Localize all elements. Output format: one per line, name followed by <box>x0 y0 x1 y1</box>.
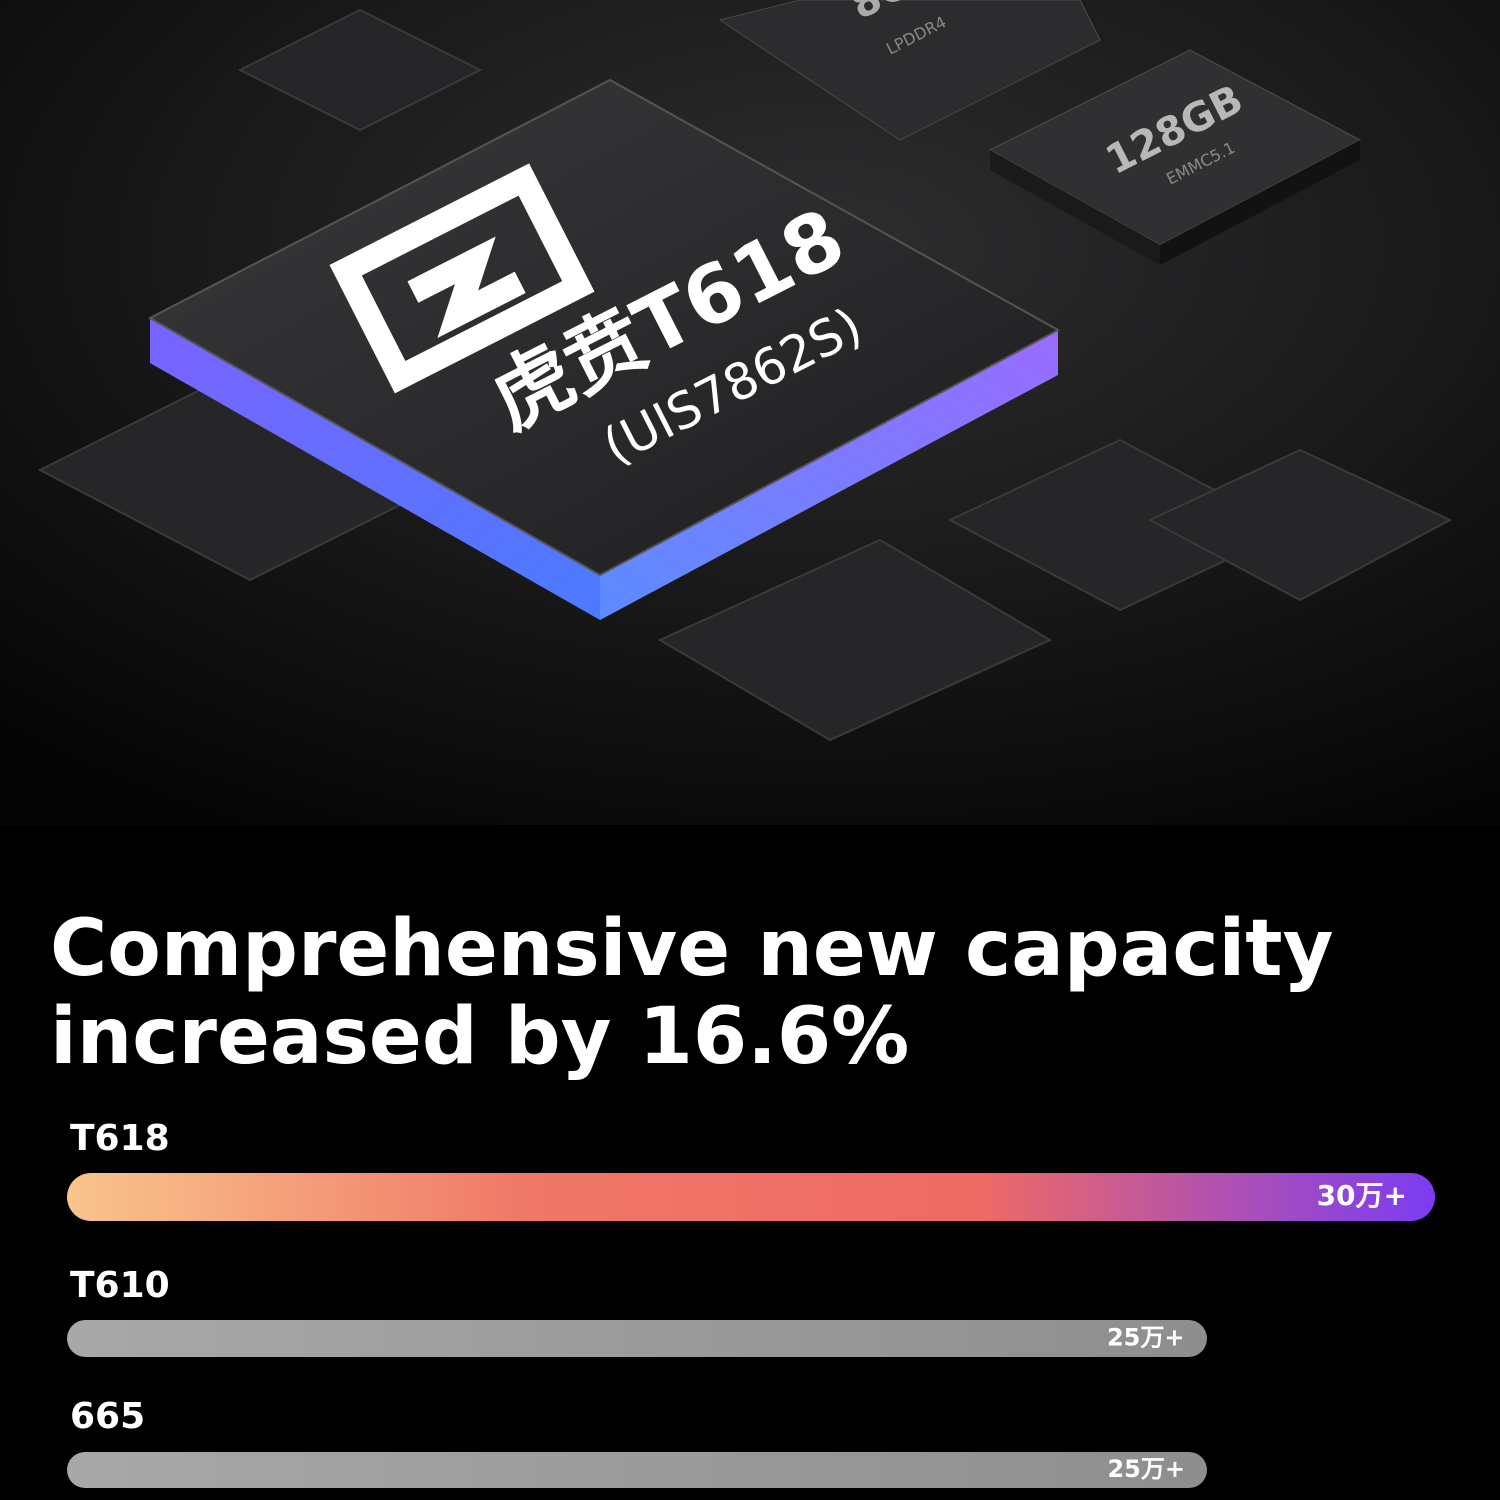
bar <box>67 1452 1207 1488</box>
value-label: 30万+ <box>1317 1179 1407 1212</box>
value-label: 25万+ <box>1107 1455 1185 1483</box>
storage-chip: 128GB EMMC5.1 <box>988 49 1362 265</box>
chart: T618 30万+ T610 25万+ 665 25万+ <box>67 1118 1435 1488</box>
category-label: T610 <box>70 1265 170 1306</box>
category-label: T618 <box>70 1118 170 1159</box>
bar <box>67 1173 1435 1221</box>
ram-chip: 8G LPDDR4 <box>718 0 1101 141</box>
value-label: 25万+ <box>1107 1324 1185 1352</box>
chart-title: Comprehensive new capacity increased by … <box>50 904 1334 1082</box>
category-label: 665 <box>70 1396 145 1437</box>
main-chip: 虎贲T618 (UIS7862S) <box>147 78 1061 620</box>
bar <box>67 1320 1207 1357</box>
pcb-components <box>37 8 1453 742</box>
